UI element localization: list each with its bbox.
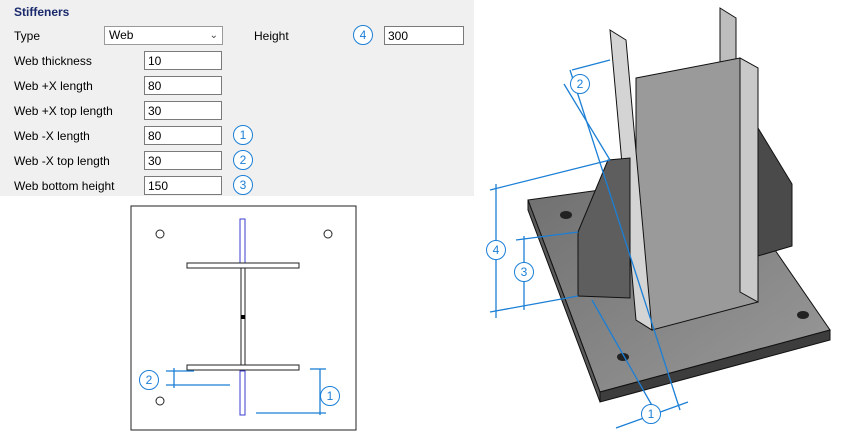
isometric-view-diagram bbox=[489, 7, 831, 429]
bottom-flange bbox=[186, 364, 300, 371]
web-px-top-length-field[interactable] bbox=[144, 101, 222, 120]
callout-3: 3 bbox=[514, 262, 534, 282]
dim-line bbox=[489, 295, 579, 313]
callout-1: 1 bbox=[320, 386, 340, 406]
web-px-top-length-label: Web +X top length bbox=[14, 104, 113, 118]
bolt-hole bbox=[155, 396, 165, 406]
left-stiffener bbox=[577, 157, 631, 299]
web-bottom-height-label: Web bottom height bbox=[14, 179, 115, 193]
web-thickness-label: Web thickness bbox=[14, 54, 92, 68]
bolt bbox=[797, 311, 809, 319]
top-flange bbox=[186, 262, 300, 269]
callout-4: 4 bbox=[353, 25, 373, 45]
type-select[interactable]: Web ⌄ bbox=[104, 26, 223, 45]
stiffener-top bbox=[239, 218, 246, 264]
height-field[interactable] bbox=[384, 26, 464, 45]
callout-4: 4 bbox=[486, 240, 506, 260]
bolt-hole bbox=[323, 229, 333, 239]
dim-line bbox=[515, 231, 579, 241]
height-label: Height bbox=[254, 29, 289, 43]
web-px-length-label: Web +X length bbox=[14, 79, 93, 93]
dim-line bbox=[563, 83, 611, 161]
dim-line bbox=[569, 69, 681, 411]
callout-1: 1 bbox=[233, 125, 253, 145]
web-bottom-height-field[interactable] bbox=[144, 176, 222, 195]
type-select-value: Web bbox=[109, 28, 134, 42]
plan-view-diagram bbox=[130, 205, 357, 431]
callout-2: 2 bbox=[139, 370, 159, 390]
web-nx-length-field[interactable] bbox=[144, 126, 222, 145]
bolt-hole bbox=[155, 229, 165, 239]
bolt bbox=[560, 211, 572, 219]
web-nx-length-label: Web -X length bbox=[14, 129, 90, 143]
center-mark bbox=[241, 315, 245, 319]
right-flange bbox=[739, 57, 759, 303]
chevron-down-icon[interactable]: ⌄ bbox=[209, 30, 218, 41]
base-plate-edge bbox=[527, 199, 601, 403]
section-title: Stiffeners bbox=[14, 5, 70, 19]
web-thickness-field[interactable] bbox=[144, 51, 222, 70]
callout-2: 2 bbox=[233, 150, 253, 170]
web-nx-top-length-label: Web -X top length bbox=[14, 154, 110, 168]
dim-line bbox=[571, 59, 611, 71]
type-label: Type bbox=[14, 29, 41, 43]
callout-3: 3 bbox=[233, 175, 253, 195]
stiffeners-panel: Stiffeners Type Web ⌄ Height 4 Web thick… bbox=[0, 0, 474, 196]
callout-1: 1 bbox=[641, 404, 661, 424]
dim-line bbox=[489, 159, 611, 191]
callout-2: 2 bbox=[570, 74, 590, 94]
web-px-length-field[interactable] bbox=[144, 76, 222, 95]
stiffener-bottom bbox=[239, 370, 246, 416]
dim-line bbox=[591, 299, 659, 417]
web-nx-top-length-field[interactable] bbox=[144, 151, 222, 170]
right-stiffener bbox=[757, 126, 793, 257]
